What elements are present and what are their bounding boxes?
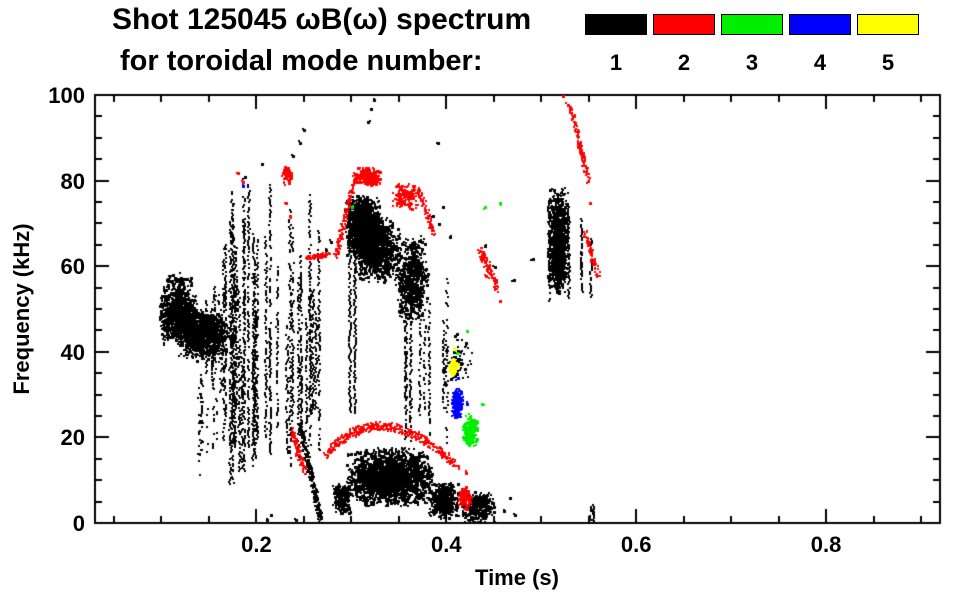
y-tick-label: 40 [60,339,85,365]
x-tick-label: 0.8 [810,532,842,557]
y-tick-label: 100 [48,83,85,108]
y-tick-label: 20 [60,425,85,451]
x-axis-label: Time (s) [475,565,559,590]
y-tick-label: 80 [60,168,85,194]
x-tick-label: 0.6 [620,532,652,557]
plot-canvas [95,95,940,523]
y-tick-label: 0 [72,511,85,536]
x-tick-label: 0.4 [430,532,462,557]
y-tick-label: 60 [60,254,85,280]
x-tick-label: 0.2 [241,532,272,557]
y-axis-label: Frequency (kHz) [9,223,34,395]
